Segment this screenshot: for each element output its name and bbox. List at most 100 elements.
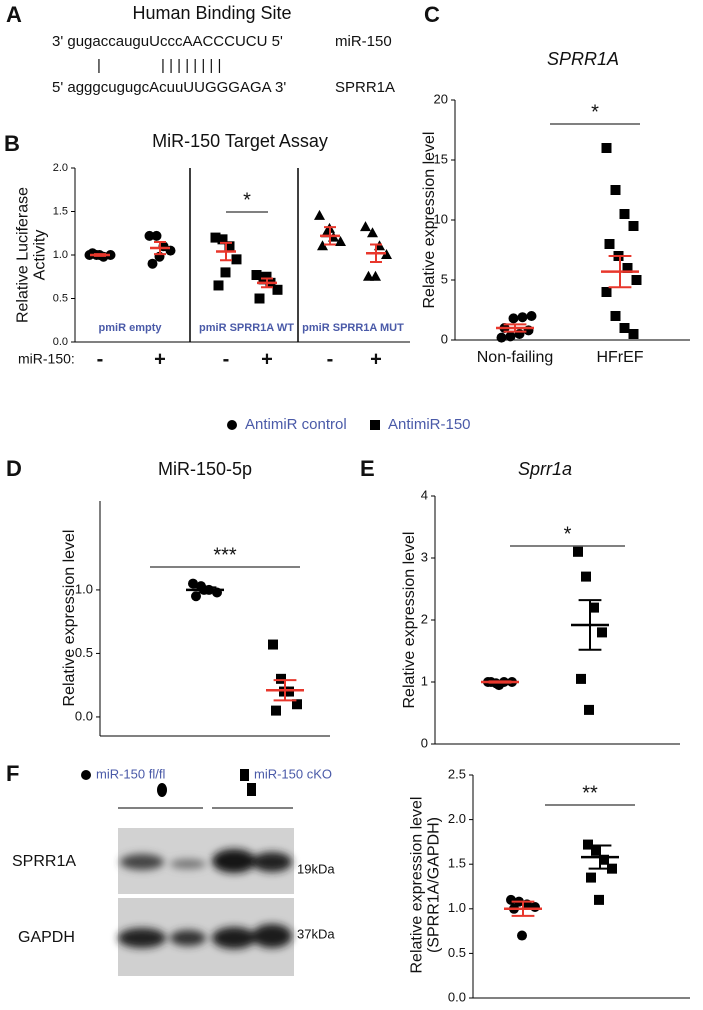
y-tick-label: 0.0 [53, 336, 68, 348]
point [591, 845, 601, 856]
y-tick-label: 0.5 [448, 945, 466, 960]
point [601, 143, 612, 153]
chart-title: SPRR1A [547, 49, 619, 69]
point [526, 311, 537, 321]
y-tick-label: 1.5 [53, 205, 68, 217]
y-tick-label: 2 [421, 611, 428, 626]
legend-marker [240, 769, 249, 781]
y-tick-label: 0 [441, 331, 448, 346]
sequence-name: miR-150 [335, 33, 392, 50]
point [261, 271, 272, 282]
point [271, 705, 281, 716]
x-tick-label: HFrEF [596, 349, 643, 366]
point [631, 275, 642, 285]
y-tick-label: 15 [434, 151, 448, 166]
significance-label: * [243, 189, 251, 211]
point [217, 234, 228, 245]
point [610, 185, 621, 195]
point [370, 420, 380, 430]
point [517, 312, 528, 323]
point [191, 591, 201, 602]
y-tick-label: 2.0 [448, 811, 466, 826]
y-tick-label: 1.0 [53, 249, 68, 261]
point [584, 704, 594, 715]
y-axis-label: Activity [32, 230, 49, 281]
panel-label: C [424, 2, 440, 27]
point [604, 239, 615, 249]
sequence: 3' gugaccauguUcccAACCCUCU 5' [52, 33, 283, 50]
point [105, 250, 116, 260]
x-tick-label: + [261, 348, 273, 370]
point [586, 872, 596, 883]
significance-label: * [564, 523, 572, 545]
point [573, 546, 583, 557]
sequence: 5' agggcugugcAcuuUUGGGAGA 3' [52, 79, 286, 96]
legend-label: miR-150 fl/fl [96, 766, 165, 781]
point [599, 854, 609, 865]
point [147, 258, 158, 269]
point [363, 270, 374, 281]
point [622, 263, 633, 273]
point [227, 420, 237, 430]
y-axis-label: Relative expression level [421, 132, 438, 309]
panel-label: E [360, 456, 375, 481]
x-tick-label: - [97, 348, 104, 370]
point [213, 280, 224, 291]
point [496, 332, 507, 343]
point [517, 930, 527, 941]
point [530, 902, 540, 913]
point [505, 331, 516, 342]
point [601, 287, 612, 297]
point [581, 571, 591, 582]
y-tick-label: 20 [434, 91, 448, 106]
x-tick-label: + [370, 348, 382, 370]
y-tick-label: 5 [441, 271, 448, 286]
point [254, 293, 265, 304]
point [381, 249, 392, 259]
point [589, 602, 599, 613]
y-tick-label: 0.5 [75, 645, 93, 660]
y-axis-label: Relative Luciferase [15, 187, 32, 323]
y-tick-label: 10 [434, 211, 448, 226]
point [276, 673, 286, 684]
point [335, 235, 346, 246]
point [628, 221, 639, 231]
point [272, 284, 283, 295]
pairing: | | | | | | | | [161, 57, 221, 74]
legend-label: miR-150 cKO [254, 766, 332, 781]
panel-label: F [6, 761, 19, 786]
point [367, 227, 378, 238]
y-tick-label: 3 [421, 549, 428, 564]
point [317, 240, 328, 251]
chart-title: Sprr1a [518, 459, 572, 479]
y-tick-label: 0.0 [75, 708, 93, 723]
point [188, 578, 198, 589]
bands [118, 849, 292, 949]
x-tick-label: Non-failing [477, 349, 553, 366]
group-label: pmiR empty [99, 322, 163, 334]
point [610, 311, 621, 321]
point [151, 230, 162, 241]
point [508, 313, 519, 324]
x-axis-label: miR-150: [18, 351, 75, 367]
point [370, 270, 381, 281]
point [597, 627, 607, 638]
point [628, 329, 639, 339]
blot-size: 19kDa [297, 861, 335, 876]
significance-label: ** [582, 782, 598, 804]
y-tick-label: 4 [421, 487, 428, 502]
y-tick-label: 1.0 [75, 581, 93, 596]
blot-label: GAPDH [18, 929, 75, 946]
point [292, 699, 302, 710]
group-marker [247, 783, 256, 796]
point [144, 230, 155, 241]
chart-title: MiR-150-5p [158, 459, 252, 479]
y-tick-label: 1 [421, 673, 428, 688]
point [231, 254, 242, 265]
chart-title: MiR-150 Target Assay [152, 131, 328, 151]
point [594, 894, 604, 905]
point [210, 232, 221, 243]
legend-label: AntimiR control [245, 416, 347, 433]
group-label: pmiR SPRR1A WT [199, 322, 294, 334]
